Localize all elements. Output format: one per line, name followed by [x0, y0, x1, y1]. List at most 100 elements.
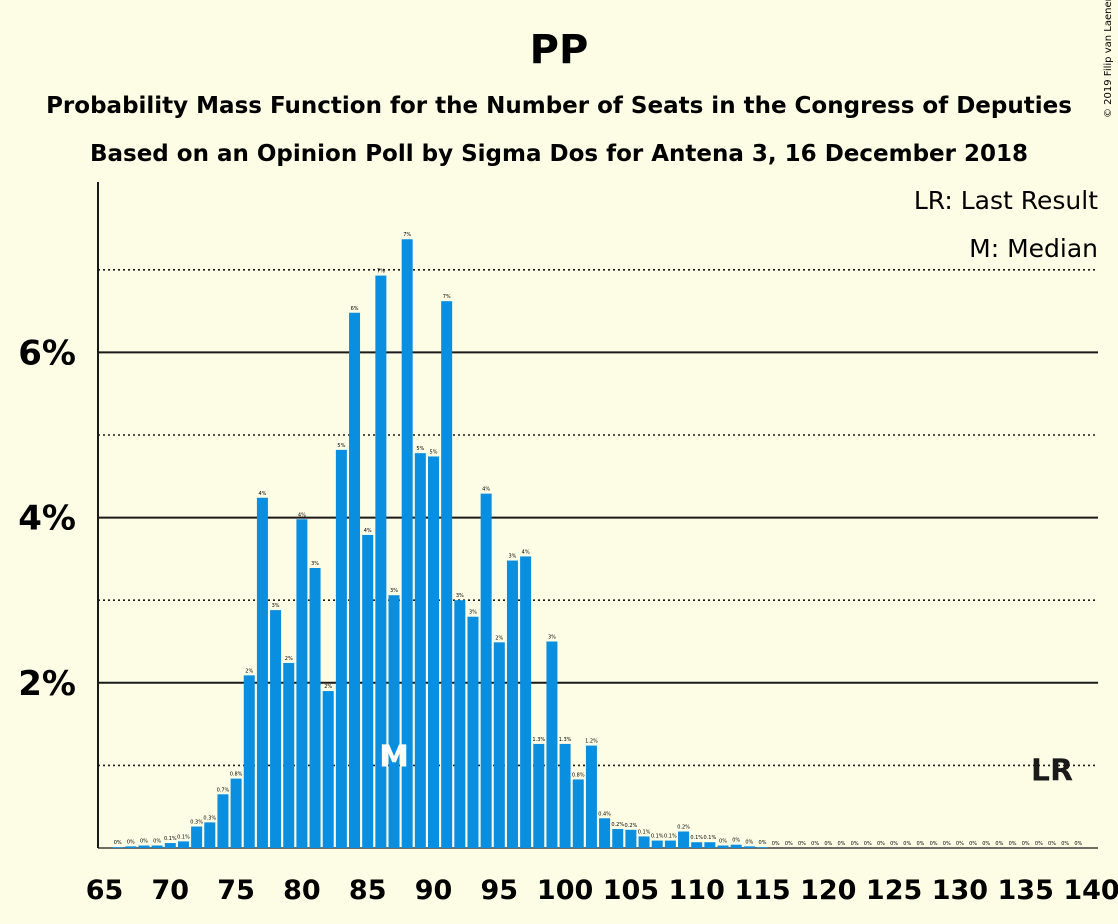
bar [322, 691, 334, 848]
data-label: 0% [1035, 841, 1043, 847]
bar [664, 840, 676, 848]
data-label: 0.4% [598, 811, 611, 817]
data-label: 2% [324, 684, 332, 690]
bar [572, 779, 584, 848]
bar [125, 846, 137, 848]
data-label: 0% [153, 839, 161, 845]
bar [533, 743, 545, 848]
bar [559, 743, 571, 848]
data-label: 0.2% [677, 824, 690, 830]
x-tick-label: 90 [415, 875, 453, 906]
legend-median: M: Median [969, 234, 1098, 263]
data-label: 0% [1074, 841, 1082, 847]
bar [335, 449, 347, 848]
data-label: 0% [837, 841, 845, 847]
x-tick-labels: 65 70 75 80 85 90 95 100 105 110 115 120 125 130 135 14… [86, 875, 1118, 906]
data-label: 0.3% [190, 820, 203, 826]
data-label: 0% [798, 841, 806, 847]
bar [454, 600, 466, 848]
data-label: 4% [258, 491, 266, 497]
bar [704, 842, 716, 848]
bar [678, 831, 690, 848]
data-label: 0% [903, 841, 911, 847]
data-label: 0.8% [572, 772, 585, 778]
bar [151, 845, 163, 848]
data-label: 0% [864, 841, 872, 847]
x-tick-label: 70 [152, 875, 190, 906]
bar [362, 534, 374, 848]
bar [349, 312, 361, 848]
bar [625, 829, 637, 848]
data-label: 0.2% [611, 822, 624, 828]
chart-subtitle-2: Based on an Opinion Poll by Sigma Dos fo… [90, 141, 1028, 167]
bar [375, 275, 387, 848]
data-label: 7% [443, 294, 451, 300]
data-label: 6% [351, 306, 359, 312]
x-tick-label: 130 [932, 875, 988, 906]
bar [520, 556, 532, 848]
bar [309, 567, 321, 848]
y-tick-labels: 2% 4% 6% [18, 333, 76, 703]
x-tick-label: 85 [349, 875, 387, 906]
data-label: 0% [114, 840, 122, 846]
data-label: 0% [732, 838, 740, 844]
x-tick-label: 65 [86, 875, 124, 906]
data-label: 3% [311, 561, 319, 567]
data-label: 3% [390, 588, 398, 594]
data-label: 0% [785, 841, 793, 847]
bar [730, 844, 742, 848]
data-label: 1.3% [559, 737, 572, 743]
data-label: 0% [956, 841, 964, 847]
median-marker: M [379, 740, 409, 775]
bars [112, 239, 768, 848]
bar [585, 745, 597, 848]
x-tick-label: 135 [998, 875, 1054, 906]
data-labels: 0% 0% 0% 0% 0.1% 0.1%0.3%0.3%0.7%0.8%2%4%3%2%… [114, 232, 1083, 847]
data-label: 0% [995, 841, 1003, 847]
data-label: 0% [127, 839, 135, 845]
bar [691, 842, 703, 848]
bar [638, 836, 650, 848]
data-label: 0% [930, 841, 938, 847]
x-tick-label: 120 [800, 875, 856, 906]
data-label: 0% [759, 840, 767, 846]
data-label: 3% [272, 603, 280, 609]
data-label: 0% [1022, 841, 1030, 847]
data-label: 0.2% [625, 823, 638, 829]
bar [441, 301, 453, 848]
data-label: 0% [890, 841, 898, 847]
bar [296, 519, 308, 848]
copyright-note: © 2019 Filip van Laenen [1103, 0, 1114, 118]
bar [270, 610, 282, 848]
data-label: 4% [522, 549, 530, 555]
data-label: 0.1% [164, 836, 177, 842]
bar [612, 829, 624, 848]
bar [414, 453, 426, 848]
data-label: 4% [482, 487, 490, 493]
x-tick-label: 100 [537, 875, 593, 906]
data-label: 7% [377, 269, 385, 275]
bar [546, 641, 558, 848]
x-tick-label: 75 [217, 875, 255, 906]
y-tick-label: 6% [18, 333, 76, 373]
chart-subtitle-1: Probability Mass Function for the Number… [46, 93, 1072, 119]
data-label: 3% [469, 610, 477, 616]
bar [401, 239, 413, 848]
bar [217, 794, 229, 848]
data-label: 0% [140, 839, 148, 845]
data-label: 0% [811, 841, 819, 847]
data-label: 0.1% [664, 834, 677, 840]
bar [717, 845, 729, 848]
x-tick-label: 125 [866, 875, 922, 906]
bar [204, 822, 216, 848]
data-label: 0% [877, 841, 885, 847]
data-label: 0% [824, 841, 832, 847]
data-label: 0% [772, 841, 780, 847]
last-result-marker: LR [1031, 753, 1073, 788]
bar [480, 493, 492, 848]
data-label: 5% [337, 443, 345, 449]
data-label: 7% [403, 232, 411, 238]
x-tick-label: 80 [283, 875, 321, 906]
data-label: 0% [1048, 841, 1056, 847]
